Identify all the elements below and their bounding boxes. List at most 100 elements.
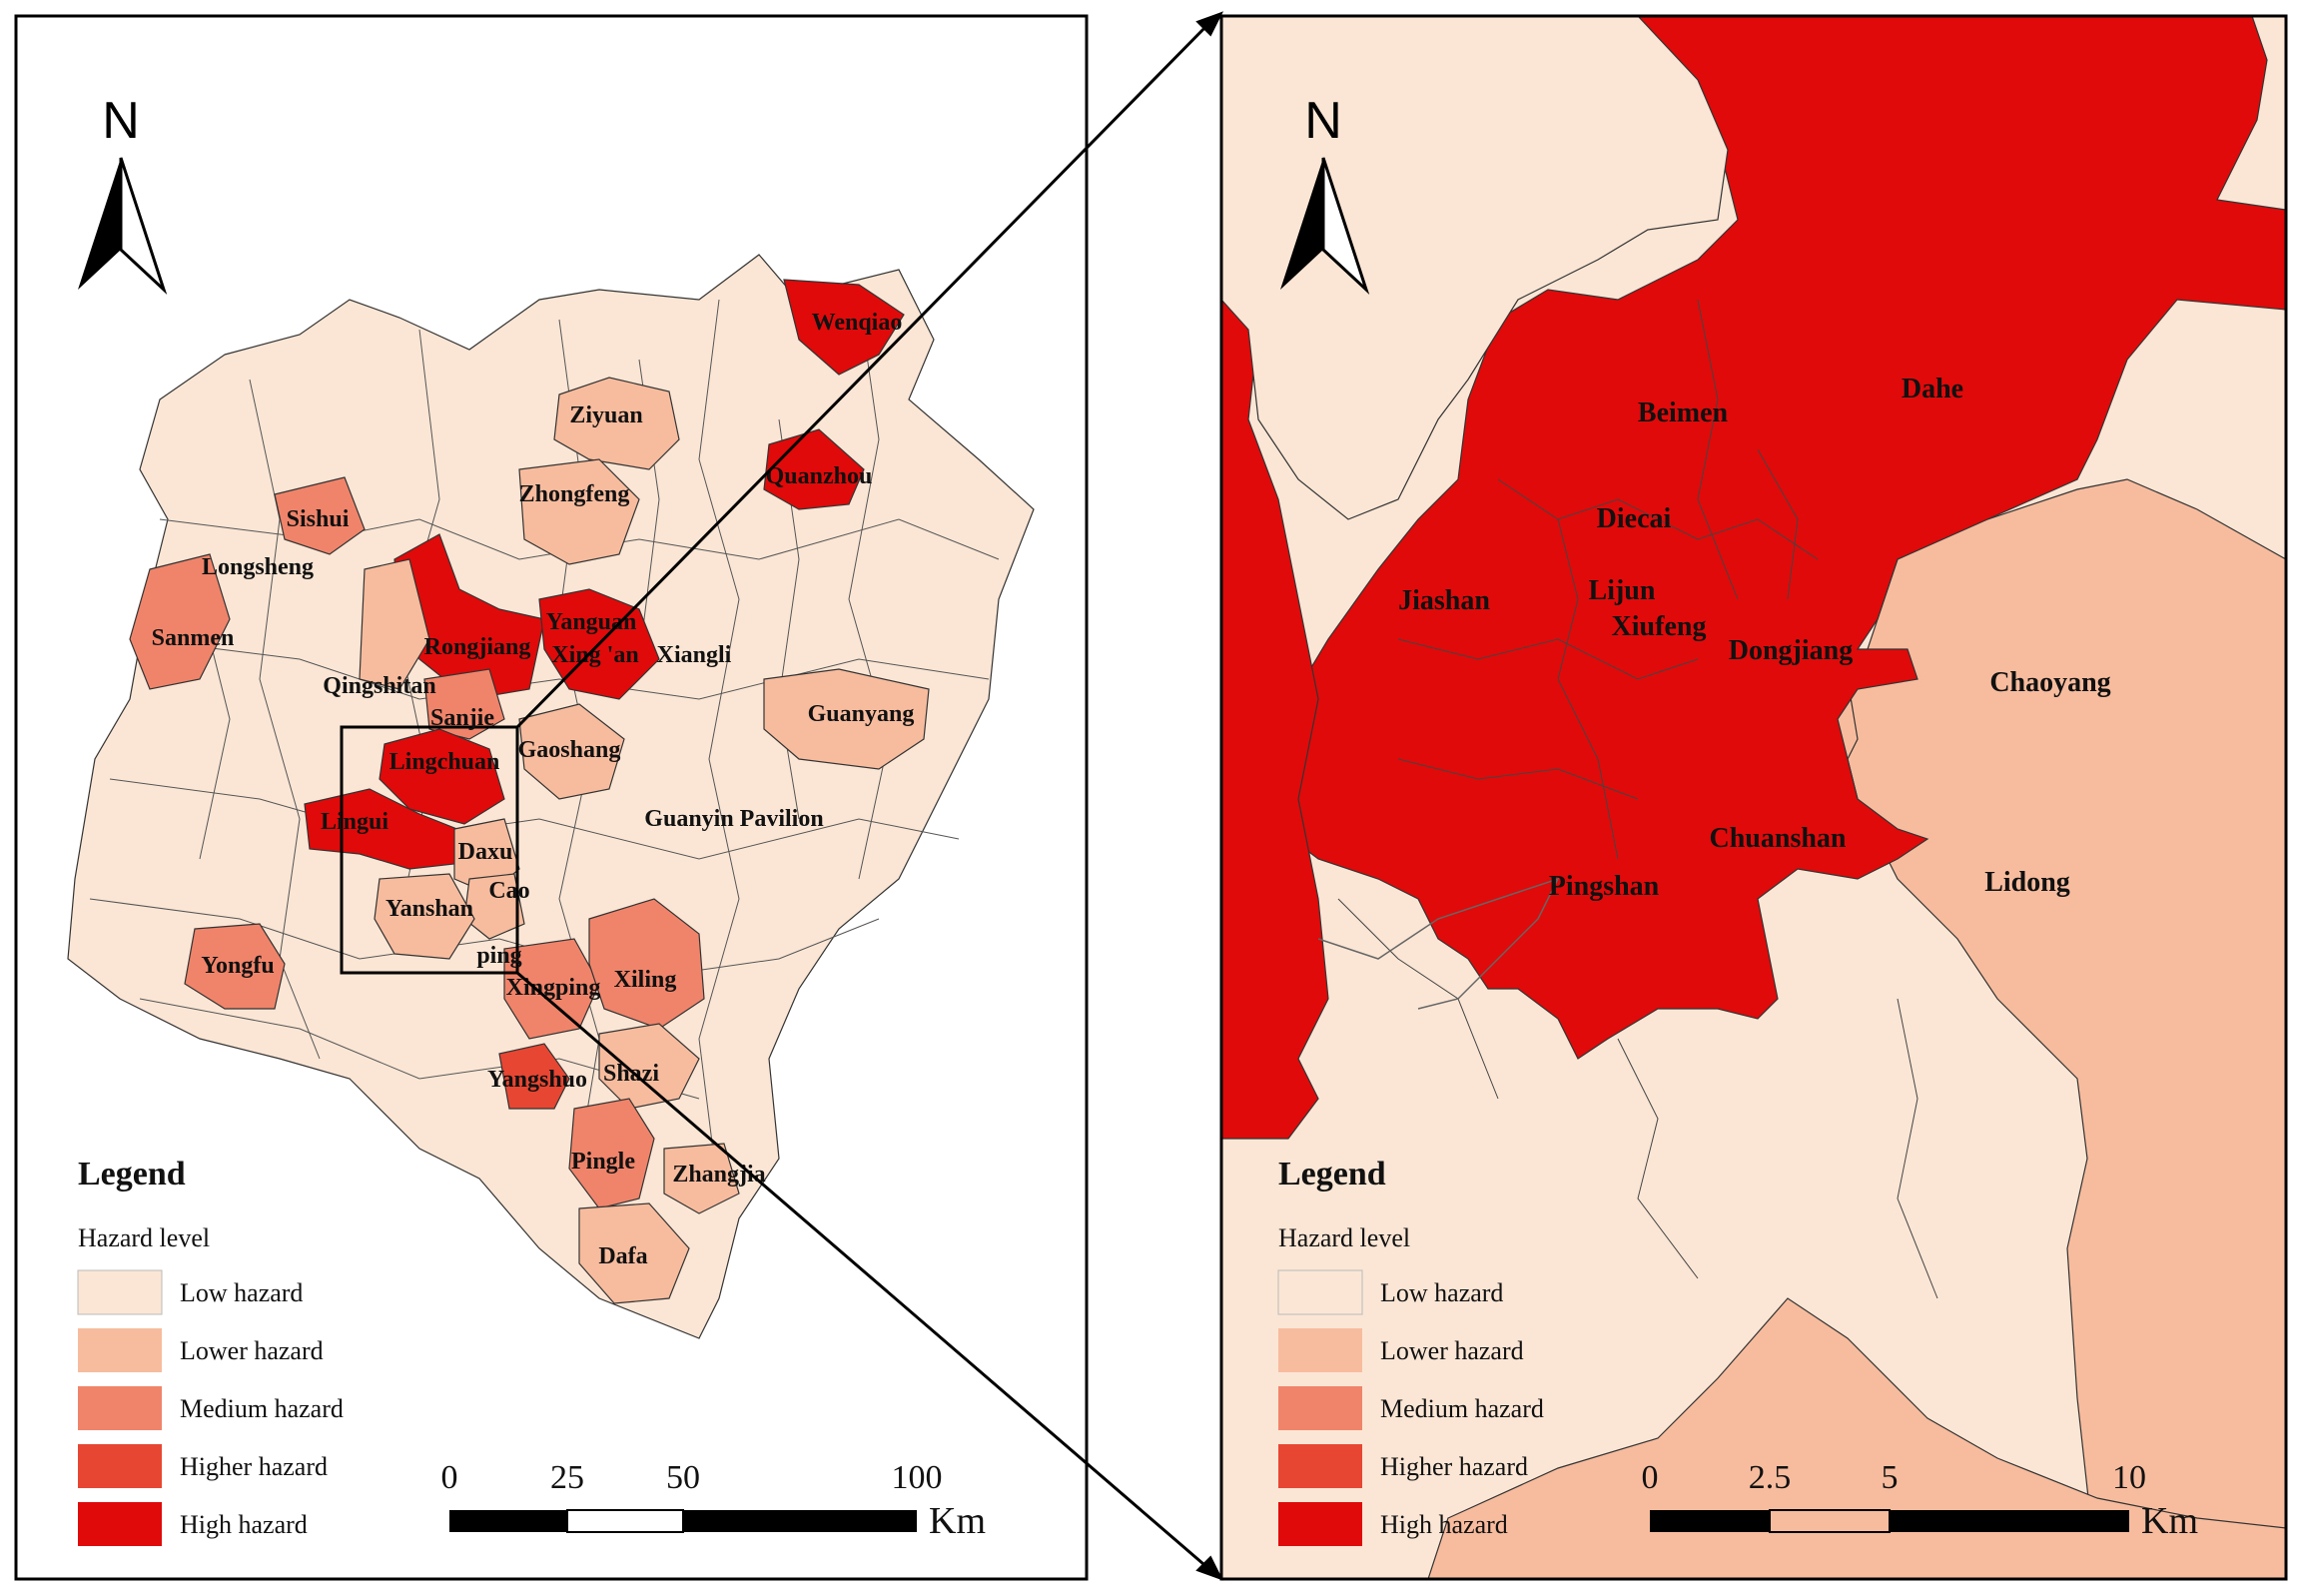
right-north-label: N [1304, 92, 1342, 150]
left-region-guanyang [763, 668, 930, 770]
place-label: Dahe [1902, 374, 1963, 404]
left-region-yangshuo [498, 1043, 570, 1110]
left-region-yanshan [374, 873, 475, 960]
left-north-label: N [102, 92, 140, 150]
scale-tick-label: 100 [892, 1459, 943, 1496]
right-region-high-urban [1267, 16, 2286, 1060]
left-region-lingchuan [379, 728, 505, 825]
left-region-zhangjia [663, 1143, 740, 1214]
place-label: Xiufeng [1612, 611, 1707, 642]
place-label: Chaoyang [1989, 667, 2110, 698]
left-region-shazi [598, 1023, 700, 1110]
place-label: Guanyin Pavilion [644, 806, 823, 832]
place-label: Rongjiang [424, 634, 531, 660]
legend-swatch-high [78, 1502, 162, 1546]
legend-subtitle: Hazard level [78, 1223, 210, 1252]
scale-segment [1769, 1509, 1891, 1533]
place-label: Yanshan [385, 896, 473, 922]
scale-tick-label: 25 [550, 1459, 584, 1496]
scale-segment [1650, 1510, 1770, 1532]
left-region-sishui [274, 476, 366, 555]
left-region-sanmen [129, 553, 231, 690]
legend-swatch-lower [1278, 1328, 1362, 1372]
right-place-labels: Dahe Beimen Diecai Jiashan Lijun Xiufeng… [1398, 374, 2111, 902]
place-label: Lijun [1589, 575, 1656, 606]
scale-segment [449, 1510, 567, 1532]
left-region-dafa [578, 1202, 690, 1304]
legend-swatch-medium [1278, 1386, 1362, 1430]
scale-tick-label: 10 [2112, 1459, 2146, 1496]
legend-title: Legend [1278, 1156, 1386, 1193]
place-label: Sishui [287, 506, 350, 532]
scale-segment [566, 1509, 684, 1533]
legend-label: High hazard [180, 1510, 308, 1539]
river-line [1317, 877, 1560, 1010]
right-scale-bar: 0 2.5 5 10 Km [1642, 1459, 2199, 1542]
left-region-zhongfeng [518, 458, 640, 565]
left-region-ziyuan [553, 377, 680, 470]
left-region-gaoshang [518, 703, 625, 800]
legend-swatch-higher [1278, 1444, 1362, 1488]
legend-swatch-low [1277, 1269, 1363, 1315]
place-label: Sanjie [430, 705, 494, 731]
place-label: ping [476, 943, 521, 969]
right-boundaries [1337, 299, 1938, 1299]
place-label: Xiangli [657, 642, 732, 668]
scale-segment [683, 1510, 917, 1532]
place-label: Shazi [603, 1061, 659, 1087]
place-label: Jiashan [1398, 585, 1490, 616]
scale-tick-label: 0 [441, 1459, 458, 1496]
left-map-panel: N Wenqiao Ziyuan Quanzhou Zhongfeng Sish… [14, 14, 1089, 1581]
left-region-pingle [568, 1098, 655, 1209]
place-label: Lingchuan [389, 749, 500, 775]
place-label: Quanzhou [766, 463, 873, 489]
place-label: Yangshuo [487, 1067, 587, 1093]
left-legend: Legend Hazard level Low hazard Lower haz… [77, 1156, 344, 1546]
place-label: Cao [488, 878, 529, 904]
left-region-yongfu [184, 923, 286, 1010]
zoom-extent-box [340, 725, 519, 975]
legend-label: High hazard [1380, 1510, 1508, 1539]
left-north-arrow: N [78, 92, 168, 296]
scale-segment [1890, 1510, 2129, 1532]
zoom-connectors [515, 11, 1224, 1581]
legend-label: Medium hazard [1380, 1394, 1544, 1423]
right-legend: Legend Hazard level Low hazard Lower haz… [1277, 1156, 1544, 1546]
place-label: Guanyang [808, 701, 915, 727]
legend-label: Medium hazard [180, 1394, 344, 1423]
left-place-labels: Wenqiao Ziyuan Quanzhou Zhongfeng Sishui… [152, 310, 915, 1269]
left-region-qingshitan [359, 558, 430, 690]
left-region-sanjie [423, 668, 505, 740]
legend-label: Higher hazard [1380, 1452, 1528, 1481]
place-label: Pingshan [1549, 871, 1660, 902]
scale-tick-label: 0 [1642, 1459, 1659, 1496]
scale-unit: Km [929, 1500, 986, 1542]
legend-swatch-lower [78, 1328, 162, 1372]
place-label: Zhongfeng [519, 481, 630, 507]
left-scale-bar: 0 25 50 100 Km [441, 1459, 987, 1542]
place-label: Pingle [571, 1149, 635, 1175]
legend-label: Higher hazard [180, 1452, 328, 1481]
place-label: Daxu [458, 839, 513, 865]
scale-tick-label: 5 [1882, 1459, 1899, 1496]
legend-label: Low hazard [1380, 1278, 1503, 1307]
place-label: Xingping [506, 975, 601, 1001]
right-region-west-high [1221, 299, 1329, 1140]
place-label: Beimen [1638, 398, 1729, 428]
place-label: Lingui [321, 809, 388, 835]
right-region-south-lower [1427, 1297, 2286, 1579]
place-label: Dafa [598, 1243, 647, 1269]
legend-subtitle: Hazard level [1278, 1223, 1410, 1252]
scale-unit: Km [2141, 1500, 2198, 1542]
place-label: Dongjiang [1729, 635, 1853, 666]
left-region-xiling [588, 898, 705, 1030]
place-label: Chuanshan [1710, 823, 1847, 854]
legend-swatch-medium [78, 1386, 162, 1430]
place-label: Wenqiao [812, 310, 903, 336]
scale-tick-label: 2.5 [1749, 1459, 1792, 1496]
legend-label: Lower hazard [1380, 1336, 1524, 1365]
left-region-xingping [503, 938, 600, 1040]
place-label: Lidong [1984, 867, 2070, 898]
place-label: Sanmen [152, 625, 235, 651]
